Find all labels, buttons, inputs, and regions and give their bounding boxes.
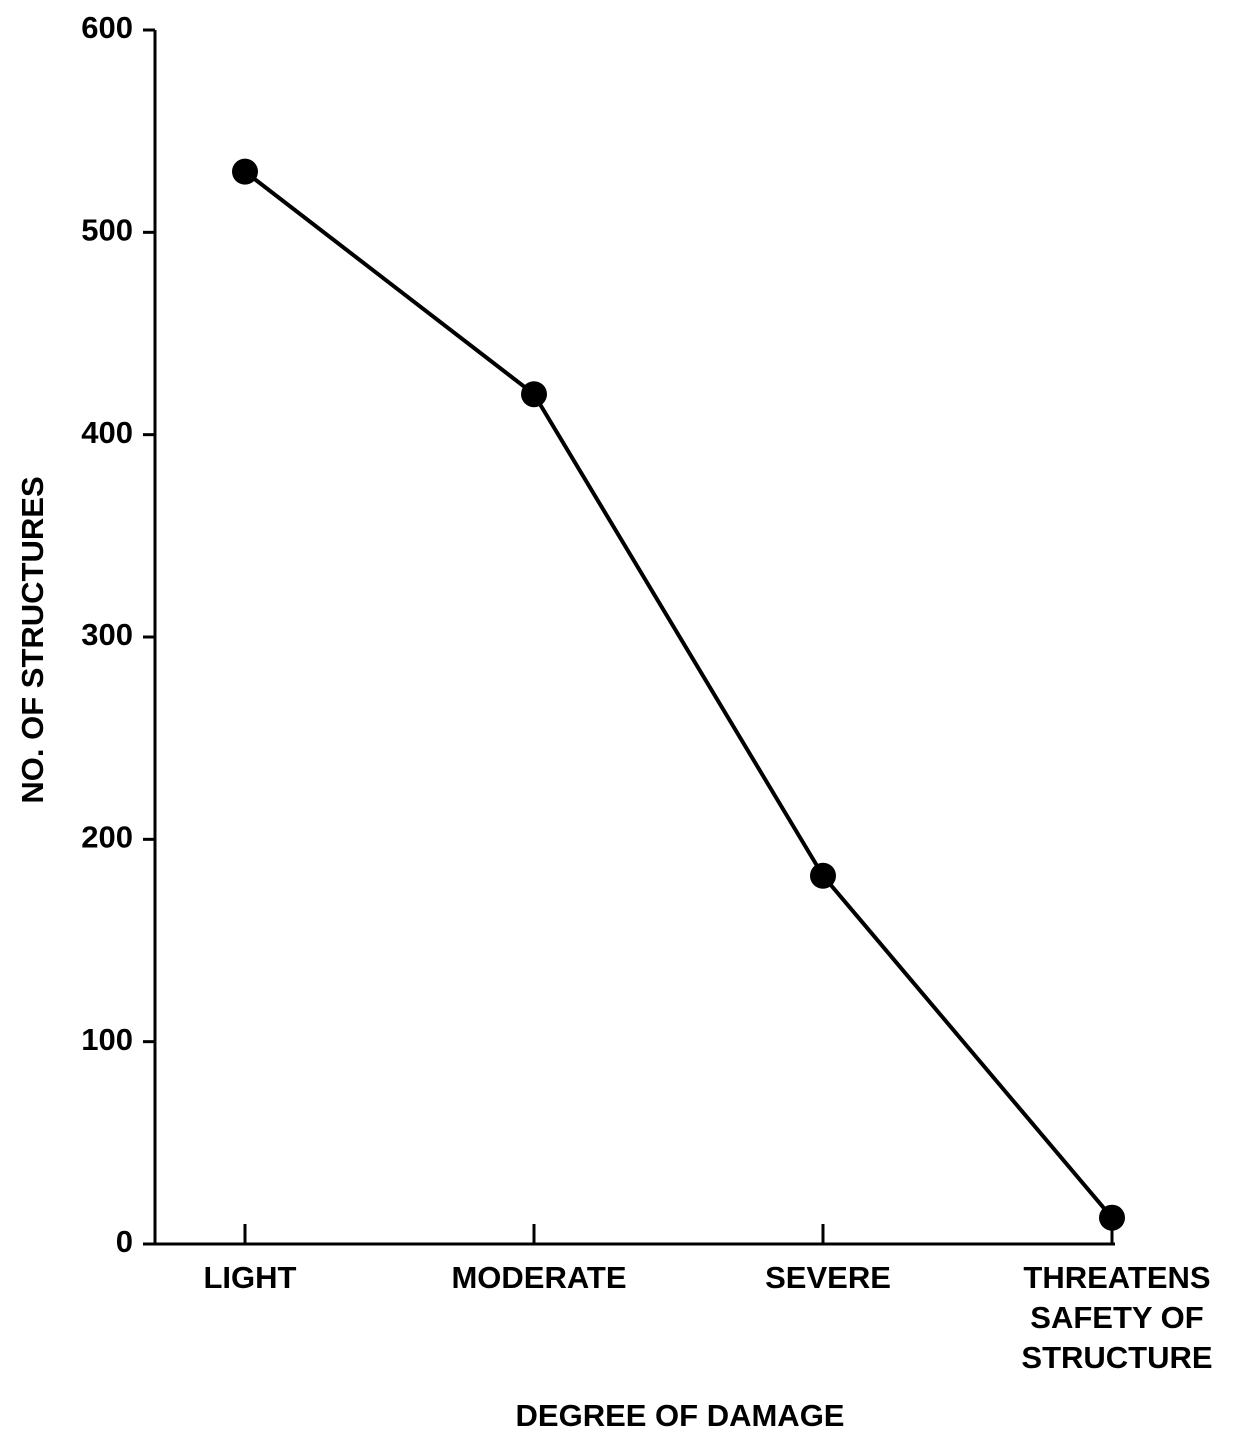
y-axis-label: NO. OF STRUCTURES — [15, 476, 50, 803]
y-tick-label: 200 — [81, 820, 133, 855]
y-tick-label: 100 — [81, 1022, 133, 1057]
x-tick-label: LIGHT — [203, 1260, 297, 1295]
y-tick-label: 500 — [81, 213, 133, 248]
y-tick-label: 400 — [81, 415, 133, 450]
y-tick-label: 0 — [116, 1224, 133, 1259]
data-point — [521, 381, 547, 408]
y-tick-label: 600 — [81, 10, 133, 45]
x-tick-label: MODERATE — [451, 1260, 627, 1295]
x-tick-label: SEVERE — [765, 1260, 891, 1295]
data-point — [232, 158, 258, 185]
y-tick-label: 300 — [81, 617, 133, 652]
data-line — [243, 170, 1114, 1219]
data-point — [810, 862, 836, 889]
x-tick-label: THREATENS SAFETY OF STRUCTURE — [1021, 1260, 1213, 1375]
x-axis-label: DEGREE OF DAMAGE — [516, 1398, 845, 1433]
data-point — [1099, 1204, 1125, 1231]
